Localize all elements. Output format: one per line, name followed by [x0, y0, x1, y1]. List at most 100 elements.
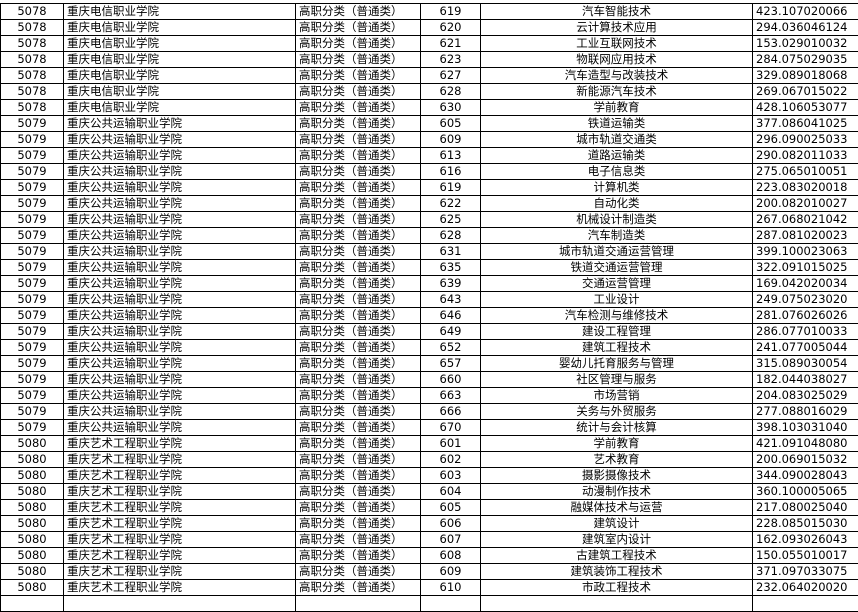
school-name: 重庆艺术工程职业学院: [64, 580, 296, 596]
major-code: 601: [421, 436, 481, 452]
school-code: 5079: [1, 260, 64, 276]
major-code: 628: [421, 228, 481, 244]
school-name: 重庆艺术工程职业学院: [64, 452, 296, 468]
major-name: 学前教育: [481, 436, 753, 452]
category: 高职分类（普通类）: [296, 420, 421, 436]
score: 398.103031040: [753, 420, 858, 436]
score: 296.090025033: [753, 132, 858, 148]
category: 高职分类（普通类）: [296, 532, 421, 548]
school-name: 重庆艺术工程职业学院: [64, 516, 296, 532]
major-name: 市政工程技术: [481, 580, 753, 596]
school-code: 5080: [1, 516, 64, 532]
category: 高职分类（普通类）: [296, 244, 421, 260]
category: 高职分类（普通类）: [296, 4, 421, 20]
school-name: 重庆公共运输职业学院: [64, 308, 296, 324]
score: 204.083025029: [753, 388, 858, 404]
school-name: 重庆电信职业学院: [64, 100, 296, 116]
score: 269.067015022: [753, 84, 858, 100]
score: 153.029010032: [753, 36, 858, 52]
school-name: 重庆公共运输职业学院: [64, 244, 296, 260]
school-code: 5079: [1, 292, 64, 308]
school-name: 重庆艺术工程职业学院: [64, 532, 296, 548]
score: 200.069015032: [753, 452, 858, 468]
major-name: 关务与外贸服务: [481, 404, 753, 420]
category: 高职分类（普通类）: [296, 180, 421, 196]
score: 287.081020023: [753, 228, 858, 244]
school-code: 5079: [1, 388, 64, 404]
school-code: 5079: [1, 340, 64, 356]
school-code: 5078: [1, 52, 64, 68]
school-code: 5080: [1, 580, 64, 596]
school-code: 5079: [1, 276, 64, 292]
major-name: 铁道运输类: [481, 116, 753, 132]
school-code: 5079: [1, 116, 64, 132]
score: 294.036046124: [753, 20, 858, 36]
empty-cell: [753, 596, 858, 612]
score: 281.076026026: [753, 308, 858, 324]
major-code: 605: [421, 116, 481, 132]
score: 223.083020018: [753, 180, 858, 196]
major-code: 631: [421, 244, 481, 260]
major-name: 交通运营管理: [481, 276, 753, 292]
category: 高职分类（普通类）: [296, 276, 421, 292]
score: 169.042020034: [753, 276, 858, 292]
major-name: 统计与会计核算: [481, 420, 753, 436]
school-name: 重庆艺术工程职业学院: [64, 500, 296, 516]
category: 高职分类（普通类）: [296, 52, 421, 68]
major-name: 社区管理与服务: [481, 372, 753, 388]
school-name: 重庆公共运输职业学院: [64, 276, 296, 292]
school-code: 5078: [1, 36, 64, 52]
score: 249.075023020: [753, 292, 858, 308]
major-code: 622: [421, 196, 481, 212]
school-name: 重庆公共运输职业学院: [64, 324, 296, 340]
category: 高职分类（普通类）: [296, 404, 421, 420]
school-name: 重庆公共运输职业学院: [64, 260, 296, 276]
major-name: 建筑工程技术: [481, 340, 753, 356]
school-name: 重庆电信职业学院: [64, 52, 296, 68]
school-name: 重庆公共运输职业学院: [64, 164, 296, 180]
category: 高职分类（普通类）: [296, 452, 421, 468]
school-code: 5079: [1, 164, 64, 180]
major-name: 计算机类: [481, 180, 753, 196]
category: 高职分类（普通类）: [296, 484, 421, 500]
school-name: 重庆艺术工程职业学院: [64, 436, 296, 452]
major-name: 学前教育: [481, 100, 753, 116]
empty-cell: [64, 596, 296, 612]
category: 高职分类（普通类）: [296, 36, 421, 52]
category: 高职分类（普通类）: [296, 324, 421, 340]
major-name: 市场营销: [481, 388, 753, 404]
school-code: 5079: [1, 148, 64, 164]
major-name: 机械设计制造类: [481, 212, 753, 228]
major-name: 物联网应用技术: [481, 52, 753, 68]
score: 286.077010033: [753, 324, 858, 340]
school-code: 5080: [1, 564, 64, 580]
major-name: 建筑室内设计: [481, 532, 753, 548]
category: 高职分类（普通类）: [296, 308, 421, 324]
score: 423.107020066: [753, 4, 858, 20]
school-name: 重庆公共运输职业学院: [64, 212, 296, 228]
major-code: 616: [421, 164, 481, 180]
school-code: 5080: [1, 452, 64, 468]
score: 344.090028043: [753, 468, 858, 484]
major-name: 建筑设计: [481, 516, 753, 532]
school-name: 重庆公共运输职业学院: [64, 148, 296, 164]
